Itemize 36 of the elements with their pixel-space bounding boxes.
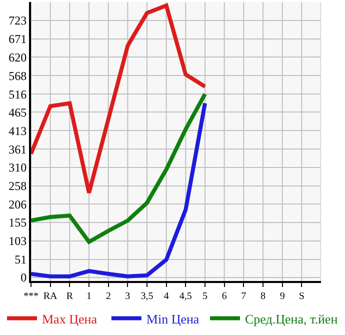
legend-label: Max Цена bbox=[42, 311, 98, 326]
x-tick-label: 3 bbox=[125, 291, 130, 302]
x-tick-label: 3,5 bbox=[140, 291, 154, 302]
line-series bbox=[31, 4, 207, 195]
x-tick-label: 6 bbox=[222, 291, 227, 302]
y-tick-label: 155 bbox=[8, 216, 27, 230]
x-tick-label: 2 bbox=[106, 291, 111, 302]
y-tick-label: 516 bbox=[8, 87, 27, 102]
y-tick-label: 310 bbox=[8, 160, 27, 174]
y-tick-label: 413 bbox=[8, 124, 27, 138]
x-tick-label: 4,5 bbox=[179, 291, 192, 302]
y-tick-label: 568 bbox=[8, 68, 27, 83]
x-tick-label: 7 bbox=[241, 291, 246, 302]
x-tick-label: 4 bbox=[164, 291, 169, 302]
legend-label: Min Цена bbox=[146, 311, 200, 326]
x-tick-label: 9 bbox=[280, 291, 285, 302]
x-tick-label: R bbox=[66, 291, 74, 302]
line-series bbox=[31, 101, 207, 278]
y-tick-label: 206 bbox=[8, 197, 27, 212]
y-tick-label: 258 bbox=[8, 178, 27, 193]
x-tick-label: RA bbox=[43, 291, 58, 302]
y-tick-label: 361 bbox=[8, 142, 27, 156]
legend-label: Сред.Цена, т.йен bbox=[245, 311, 338, 326]
y-tick-label: 620 bbox=[8, 50, 27, 64]
x-tick-label: 8 bbox=[260, 291, 266, 302]
x-tick-label: *** bbox=[24, 291, 38, 302]
y-tick-label: 671 bbox=[8, 32, 27, 46]
y-tick-label: 465 bbox=[8, 105, 27, 120]
y-tick-label: 51 bbox=[14, 252, 27, 267]
y-tick-label: 0 bbox=[20, 270, 27, 285]
x-tick-label: S bbox=[298, 291, 304, 302]
x-tick-label: 5 bbox=[202, 291, 208, 302]
line-series bbox=[31, 92, 207, 244]
y-tick-label: 103 bbox=[8, 234, 27, 248]
x-tick-label: 1 bbox=[86, 291, 92, 302]
y-tick-label: 723 bbox=[8, 14, 27, 28]
